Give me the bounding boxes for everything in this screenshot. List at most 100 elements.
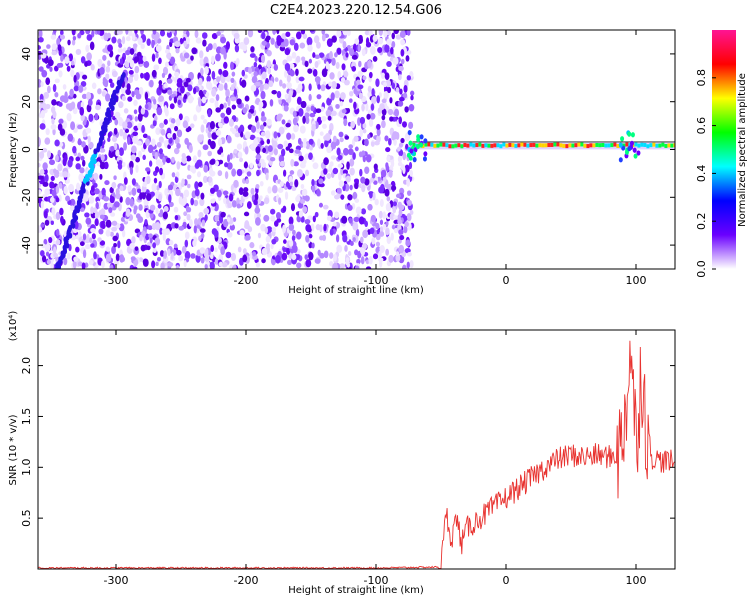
heatmap-cell: [369, 112, 376, 120]
heatmap-cell: [191, 47, 198, 55]
heatmap-cell: [38, 162, 41, 168]
heatmap-cell: [365, 259, 370, 265]
heatmap-cell: [82, 74, 88, 80]
heatmap-cell: [257, 232, 262, 239]
heatmap-cell: [199, 197, 205, 207]
heatmap-cell: [86, 34, 93, 41]
heatmap-cell: [188, 144, 193, 154]
heatmap-cell: [84, 62, 88, 67]
heatmap-cell: [115, 149, 120, 157]
heatmap-cell: [149, 204, 156, 211]
heatmap-cell: [300, 30, 306, 35]
heatmap-cell: [108, 207, 113, 214]
heatmap-cell: [139, 234, 143, 242]
heatmap-cell: [275, 211, 281, 219]
heatmap-cell: [116, 30, 123, 35]
heatmap-cell: [387, 202, 391, 211]
heatmap-cell: [153, 98, 157, 105]
heatmap-cell: [163, 119, 168, 125]
y-tick-label: 2.0: [20, 357, 33, 375]
heatmap-cell: [398, 65, 404, 72]
heatmap-cell: [357, 117, 361, 126]
spectrogram-x-label: Height of straight line (km): [288, 285, 424, 296]
heatmap-cell: [376, 123, 381, 130]
heatmap-cell: [180, 85, 185, 94]
heatmap-cell: [442, 142, 446, 147]
heatmap-cell: [85, 217, 92, 225]
heatmap-cell: [269, 157, 276, 162]
heatmap-cell: [353, 216, 360, 223]
heatmap-cell: [75, 48, 82, 55]
heatmap-cell: [276, 90, 282, 99]
heatmap-cell: [451, 144, 455, 149]
heatmap-cell: [174, 137, 180, 145]
heatmap-cell: [277, 113, 283, 119]
heatmap-cell: [235, 58, 240, 65]
snr-x-label: Height of straight line (km): [288, 585, 424, 596]
heatmap-cell: [354, 249, 359, 256]
heatmap-cell: [400, 49, 405, 57]
heatmap-cell: [218, 83, 224, 91]
heatmap-cell: [216, 31, 221, 36]
heatmap-cell: [71, 39, 76, 46]
heatmap-cell: [283, 105, 289, 112]
heatmap-cell: [107, 132, 112, 139]
heatmap-cell: [209, 261, 215, 269]
heatmap-cell: [78, 85, 84, 93]
heatmap-cell: [433, 143, 437, 148]
heatmap-cell: [218, 68, 223, 75]
heatmap-cell: [288, 176, 293, 183]
heatmap-cell: [156, 141, 162, 148]
heatmap-cell: [173, 206, 179, 213]
heatmap-cell: [38, 66, 44, 72]
heatmap-cell: [75, 156, 81, 162]
heatmap-cell: [393, 30, 399, 35]
heatmap-cell: [167, 89, 173, 95]
heatmap-cell: [233, 179, 239, 188]
heatmap-cell: [168, 194, 172, 203]
heatmap-cell: [134, 65, 140, 74]
heatmap-cell: [229, 224, 236, 231]
heatmap-cell: [192, 155, 198, 163]
heatmap-cell: [356, 258, 361, 265]
snr-panel: -300 -200 -100 0 100 0.5 1.0 1.5 2.0 Height of …: [8, 311, 676, 596]
heatmap-cell: [360, 208, 367, 215]
heatmap-cell: [211, 88, 217, 97]
heatmap-cell: [151, 53, 156, 62]
heatmap-cell: [176, 78, 183, 85]
heatmap-cell: [314, 61, 319, 69]
heatmap-cell: [308, 233, 313, 239]
heatmap-cell: [189, 123, 195, 129]
heatmap-cell: [133, 73, 139, 82]
heatmap-cell: [138, 204, 143, 211]
heatmap-cell: [490, 143, 494, 148]
heatmap-cell: [535, 143, 539, 148]
heatmap-cell: [517, 143, 521, 148]
heatmap-cell: [424, 142, 428, 147]
heatmap-cell: [286, 74, 291, 83]
heatmap-cell: [249, 134, 256, 141]
heatmap-cell: [409, 260, 414, 269]
heatmap-cell: [163, 250, 168, 260]
heatmap-cell: [439, 142, 443, 147]
heatmap-cell: [54, 78, 60, 84]
heatmap-cell: [287, 142, 292, 148]
heatmap-cell: [307, 44, 313, 52]
heatmap-cell: [260, 140, 265, 146]
heatmap-cell: [86, 52, 92, 61]
heatmap-cell: [201, 219, 206, 227]
heatmap-cell: [236, 203, 241, 209]
heatmap-cell: [298, 108, 304, 117]
figure-title: C2E4.2023.220.12.54.G06: [270, 3, 442, 18]
heatmap-cell: [637, 143, 641, 148]
heatmap-cell: [183, 211, 188, 217]
heatmap-cell: [359, 168, 363, 177]
heatmap-cell: [589, 143, 593, 148]
heatmap-cell: [58, 118, 64, 124]
heatmap-cell: [632, 147, 637, 153]
heatmap-cell: [427, 142, 431, 147]
heatmap-cell: [184, 239, 189, 248]
heatmap-cell: [273, 148, 278, 156]
heatmap-cell: [223, 61, 228, 69]
heatmap-cell: [88, 113, 94, 122]
